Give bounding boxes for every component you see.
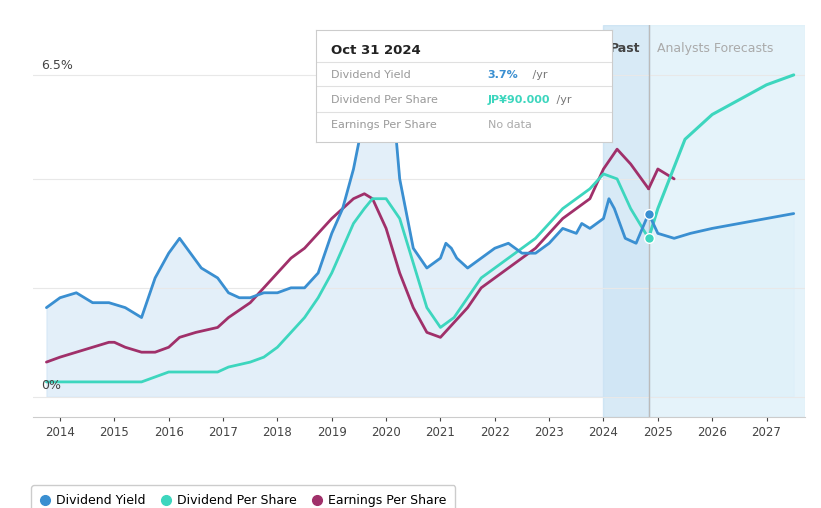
Text: 3.7%: 3.7% <box>488 70 518 80</box>
Text: 0%: 0% <box>41 379 61 392</box>
Text: Past: Past <box>610 42 640 55</box>
Text: Analysts Forecasts: Analysts Forecasts <box>657 42 773 55</box>
Text: No data: No data <box>488 120 531 131</box>
Text: JP¥90.000: JP¥90.000 <box>488 95 550 105</box>
Text: Earnings Per Share: Earnings Per Share <box>331 120 437 131</box>
Text: /yr: /yr <box>553 95 571 105</box>
Text: /yr: /yr <box>529 70 548 80</box>
Bar <box>603 25 649 417</box>
Text: Dividend Per Share: Dividend Per Share <box>331 95 438 105</box>
Text: 6.5%: 6.5% <box>41 59 73 73</box>
Text: Dividend Yield: Dividend Yield <box>331 70 410 80</box>
Bar <box>649 25 805 417</box>
Text: Oct 31 2024: Oct 31 2024 <box>331 44 420 57</box>
Legend: Dividend Yield, Dividend Per Share, Earnings Per Share: Dividend Yield, Dividend Per Share, Earn… <box>31 486 456 508</box>
